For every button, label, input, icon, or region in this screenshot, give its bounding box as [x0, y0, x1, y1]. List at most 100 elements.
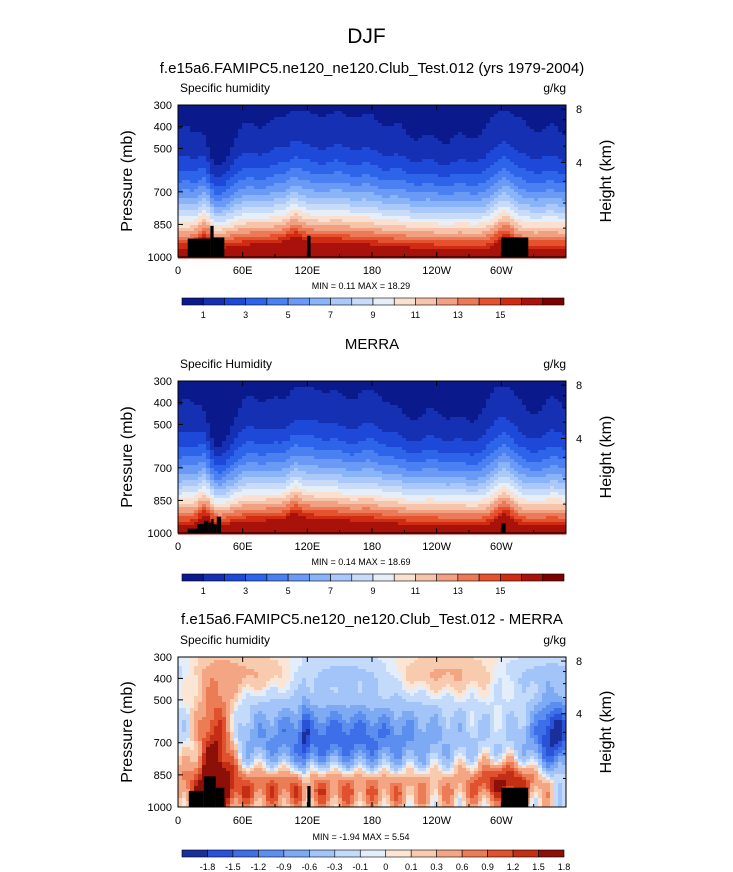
colorbar-label: 1 [201, 586, 206, 596]
y-tick-label: 400 [154, 673, 172, 685]
topography-block [215, 787, 225, 807]
y-axis-title: Pressure (mb) [119, 130, 136, 231]
colorbar-swatch [266, 573, 289, 582]
colorbar-swatch [224, 297, 246, 306]
panel-title: MERRA [345, 336, 399, 353]
colorbar-swatch [385, 849, 412, 858]
colorbar-swatch [266, 297, 289, 306]
colorbar-label: 9 [370, 310, 375, 320]
colorbar-swatch [457, 573, 480, 582]
colorbar-swatch [309, 573, 331, 582]
y-tick-label: 400 [154, 398, 172, 410]
contour-field [178, 105, 567, 259]
colorbar-swatch [372, 297, 395, 306]
min-max-stats: MIN = 0.11 MAX = 18.29 [312, 281, 410, 291]
topography-block [211, 518, 214, 533]
x-tick-label: 120W [422, 541, 451, 553]
colorbar-swatch [436, 573, 459, 582]
colorbar-swatch [202, 573, 225, 582]
topography-block [188, 790, 204, 807]
panel-2: MERRA Specific Humidity g/kg 0 60E 120E 180 120… [119, 336, 615, 596]
colorbar-swatch [487, 849, 514, 858]
colorbar-label: 1.8 [558, 862, 571, 872]
y-tick-label: 850 [154, 495, 172, 507]
topography-block [501, 523, 506, 533]
colorbar-label: 7 [328, 310, 333, 320]
colorbar-swatch [351, 297, 374, 306]
y2-tick-label: 4 [576, 709, 582, 721]
colorbar-label: 9 [370, 586, 375, 596]
colorbar-label: 11 [411, 310, 420, 320]
x-tick-label: 180 [363, 265, 381, 277]
contour-field [178, 657, 567, 808]
y-tick-label: 300 [154, 376, 172, 388]
colorbar-swatch [500, 573, 522, 582]
panel-1: f.e15a6.FAMIPC5.ne120_ne120.Club_Test.01… [119, 60, 615, 320]
y2-tick-label: 4 [576, 157, 582, 169]
colorbar-swatch [224, 573, 246, 582]
colorbar-label: 3 [243, 310, 248, 320]
y2-axis-title: Height (km) [598, 691, 615, 774]
y2-tick-label: 8 [576, 656, 582, 668]
units-label: g/kg [543, 633, 566, 647]
colorbar-swatch [309, 297, 331, 306]
variable-label: Specific humidity [180, 81, 270, 95]
colorbar-label: 0.9 [481, 862, 494, 872]
y-tick-label: 700 [154, 738, 172, 750]
y-tick-label: 400 [154, 122, 172, 134]
colorbar-swatch [461, 849, 488, 858]
topography-block [203, 520, 209, 533]
y-tick-label: 700 [154, 187, 172, 199]
min-max-stats: MIN = 0.14 MAX = 18.69 [311, 557, 410, 567]
colorbar-swatch [538, 849, 565, 858]
x-tick-label: 60E [233, 815, 253, 827]
y2-tick-label: 8 [576, 104, 582, 116]
colorbar-label: 15 [495, 586, 505, 596]
topography-block [187, 528, 204, 533]
x-tick-label: 120E [294, 265, 320, 277]
colorbar-swatch [372, 573, 395, 582]
topography-block [197, 523, 204, 533]
colorbar-swatch [309, 849, 336, 858]
colorbar-swatch [181, 297, 204, 306]
y-axis-title: Pressure (mb) [119, 681, 136, 782]
y2-tick-label: 8 [576, 380, 582, 392]
colorbar-swatch [457, 297, 480, 306]
y-axis-title: Pressure (mb) [119, 406, 136, 507]
colorbar-label: 0.6 [456, 862, 469, 872]
topography-block [501, 787, 529, 807]
colorbar-swatch [436, 849, 463, 858]
colorbar-label: -0.1 [353, 862, 369, 872]
y-tick-label: 500 [154, 419, 172, 431]
colorbar-swatch [393, 297, 416, 306]
colorbar-label: 1 [201, 310, 206, 320]
colorbar-swatch [283, 849, 310, 858]
topography-block [501, 237, 529, 257]
colorbar-swatch [478, 297, 501, 306]
colorbar-swatch [207, 849, 234, 858]
x-tick-label: 60E [233, 265, 253, 277]
colorbar-label: 0 [383, 862, 388, 872]
topography-block [213, 524, 217, 533]
x-tick-label: 0 [175, 265, 181, 277]
y-tick-label: 700 [154, 463, 172, 475]
x-tick-label: 120E [294, 815, 320, 827]
colorbar-label: 3 [243, 586, 248, 596]
y-tick-label: 300 [154, 100, 172, 112]
colorbar: -1.8 -1.5 -1.2 -0.9 -0.6 -0.3 -0.1 0 0.1 0.3 0.6 0.… [181, 849, 571, 872]
colorbar-swatch [436, 297, 459, 306]
colorbar-label: -0.3 [327, 862, 343, 872]
colorbar-swatch [415, 297, 437, 306]
colorbar-swatch [351, 573, 374, 582]
y-tick-label: 1000 [148, 802, 172, 814]
colorbar-swatch [393, 573, 416, 582]
colorbar-label: 1.5 [532, 862, 545, 872]
min-max-stats: MIN = -1.94 MAX = 5.54 [312, 832, 409, 842]
topography-block [307, 235, 311, 257]
colorbar-label: -1.2 [251, 862, 267, 872]
colorbar-swatch [287, 573, 310, 582]
colorbar-label: 5 [286, 310, 291, 320]
colorbar: 1 3 5 7 9 11 13 15 [181, 573, 565, 596]
colorbar-swatch [410, 849, 437, 858]
